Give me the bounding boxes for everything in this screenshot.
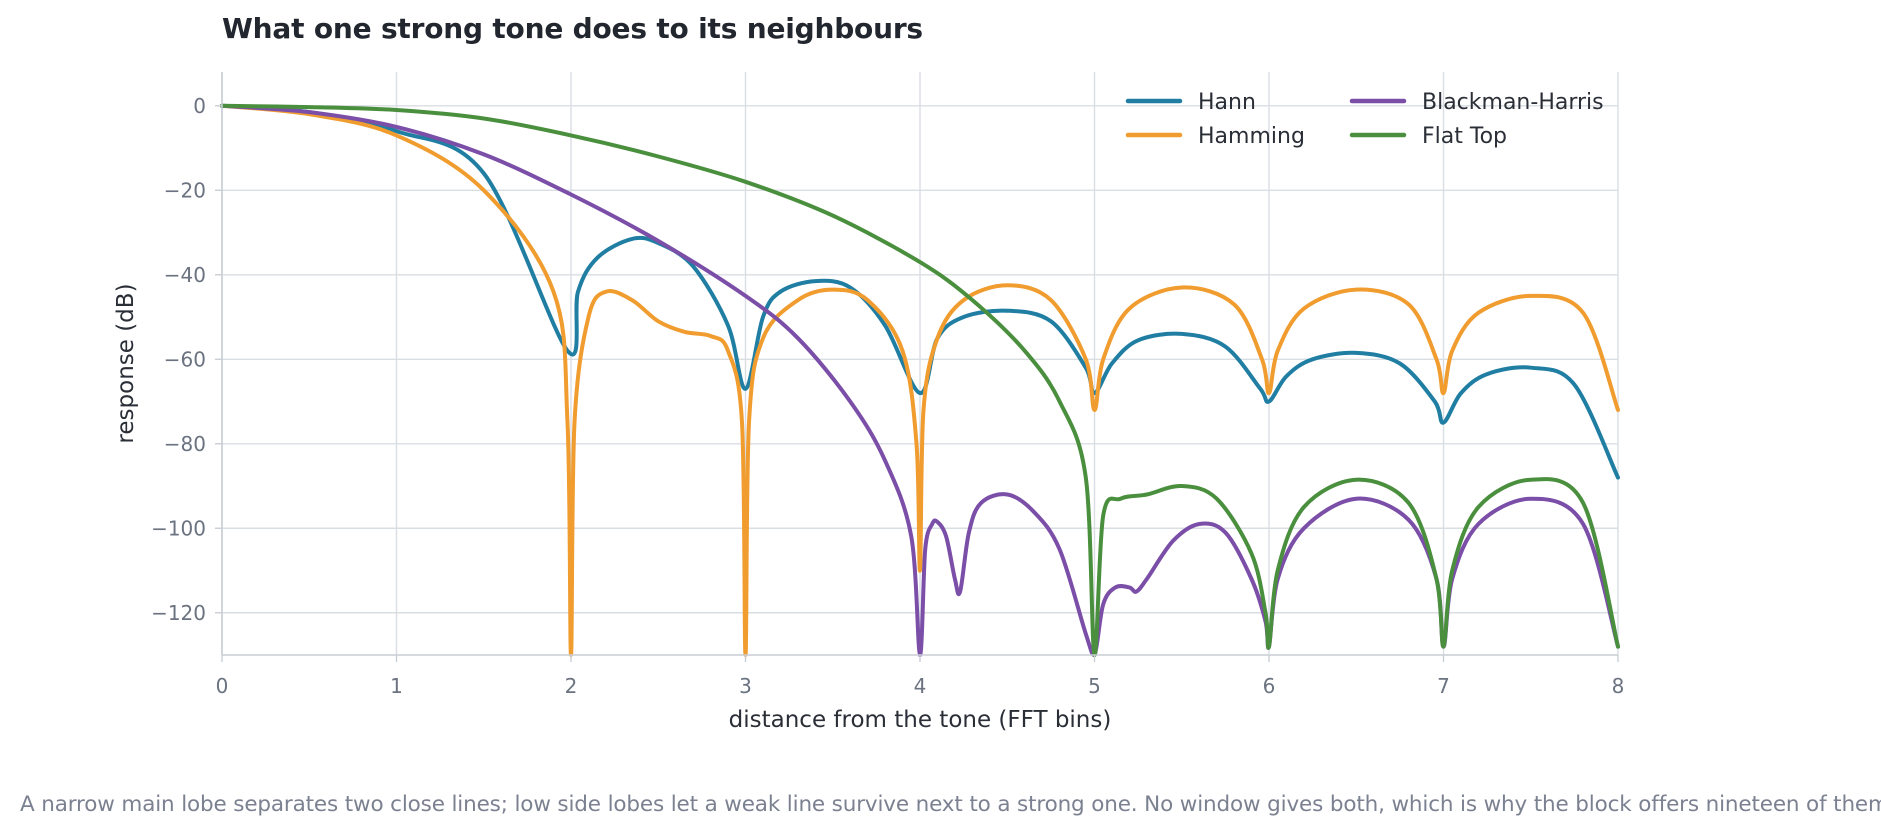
legend-label-blackman-harris: Blackman-Harris xyxy=(1422,90,1604,115)
legend: Hann Hamming Blackman-Harris Flat Top xyxy=(1125,90,1604,149)
legend-label-hann: Hann xyxy=(1198,90,1256,115)
caption: A narrow main lobe separates two close l… xyxy=(20,792,1881,817)
x-tick-label-4: 4 xyxy=(914,674,927,698)
x-axis-label: distance from the tone (FFT bins) xyxy=(729,707,1112,733)
line-chart: 0 1 2 3 4 5 6 7 8 0 −20 −40 −60 −80 −100 −120 Hann Hammi… xyxy=(113,72,1624,733)
x-tick-label-3: 3 xyxy=(739,674,752,698)
series-line-hamming xyxy=(220,103,1620,657)
y-axis-label: response (dB) xyxy=(113,283,139,443)
x-tick-label-0: 0 xyxy=(216,674,229,698)
y-tick-label-3: −60 xyxy=(164,347,206,371)
x-tick-label-6: 6 xyxy=(1263,674,1276,698)
series-line-blackman-harris xyxy=(220,103,1620,657)
x-tick-label-5: 5 xyxy=(1088,674,1101,698)
x-tick-label-2: 2 xyxy=(565,674,578,698)
x-tick-label-7: 7 xyxy=(1437,674,1450,698)
series-lines xyxy=(220,103,1620,657)
y-tick-label-4: −80 xyxy=(164,432,206,456)
y-tick-label-1: −20 xyxy=(164,178,206,202)
legend-label-hamming: Hamming xyxy=(1198,124,1305,149)
y-tick-label-6: −120 xyxy=(151,601,206,625)
series-line-flat-top xyxy=(220,103,1620,657)
chart-title: What one strong tone does to its neighbo… xyxy=(222,12,923,45)
legend-label-flat-top: Flat Top xyxy=(1422,124,1507,149)
x-tick-label-8: 8 xyxy=(1612,674,1625,698)
axes: 0 1 2 3 4 5 6 7 8 0 −20 −40 −60 −80 −100 −120 xyxy=(151,72,1624,698)
x-tick-label-1: 1 xyxy=(390,674,403,698)
y-tick-label-2: −40 xyxy=(164,263,206,287)
y-tick-label-0: 0 xyxy=(193,94,206,118)
series-line-hann xyxy=(220,103,1620,480)
y-tick-label-5: −100 xyxy=(151,516,206,540)
